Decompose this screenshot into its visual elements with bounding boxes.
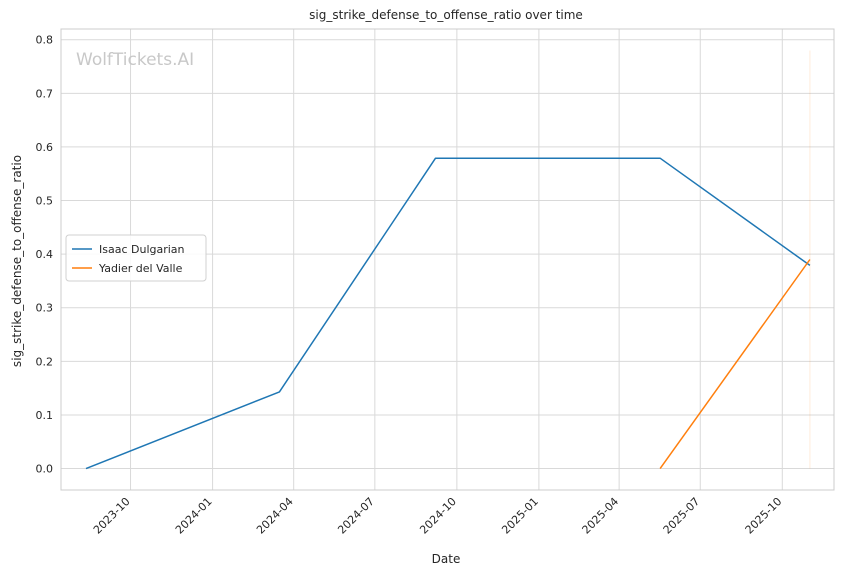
- y-tick-label: 0.7: [36, 87, 54, 100]
- y-tick-label: 0.2: [36, 355, 54, 368]
- series-line-2: [659, 259, 811, 470]
- legend-label: Isaac Dulgarian: [99, 243, 185, 256]
- y-tick-label: 0.6: [36, 141, 54, 154]
- watermark: WolfTickets.AI: [76, 50, 194, 70]
- y-tick-labels: 0.0 0.1 0.2 0.3 0.4 0.5 0.6 0.7 0.8: [36, 34, 54, 476]
- x-axis-label: Date: [432, 552, 461, 566]
- y-tick-label: 0.0: [36, 463, 54, 476]
- y-axis-label: sig_strike_defense_to_offense_ratio: [10, 155, 24, 367]
- chart-title: sig_strike_defense_to_offense_ratio over…: [309, 8, 583, 22]
- y-tick-label: 0.5: [36, 195, 54, 208]
- y-tick-label: 0.1: [36, 409, 54, 422]
- y-tick-label: 0.8: [36, 34, 54, 47]
- grid: [61, 29, 834, 490]
- y-tick-label: 0.3: [36, 302, 54, 315]
- legend: Isaac Dulgarian Yadier del Valle: [65, 234, 207, 282]
- plot-frame: [60, 28, 835, 491]
- y-tick-label: 0.4: [36, 248, 54, 261]
- series-line-1: [85, 157, 811, 470]
- series-layer: [85, 157, 811, 470]
- legend-label: Yadier del Valle: [98, 262, 183, 275]
- legend-box: [65, 234, 207, 282]
